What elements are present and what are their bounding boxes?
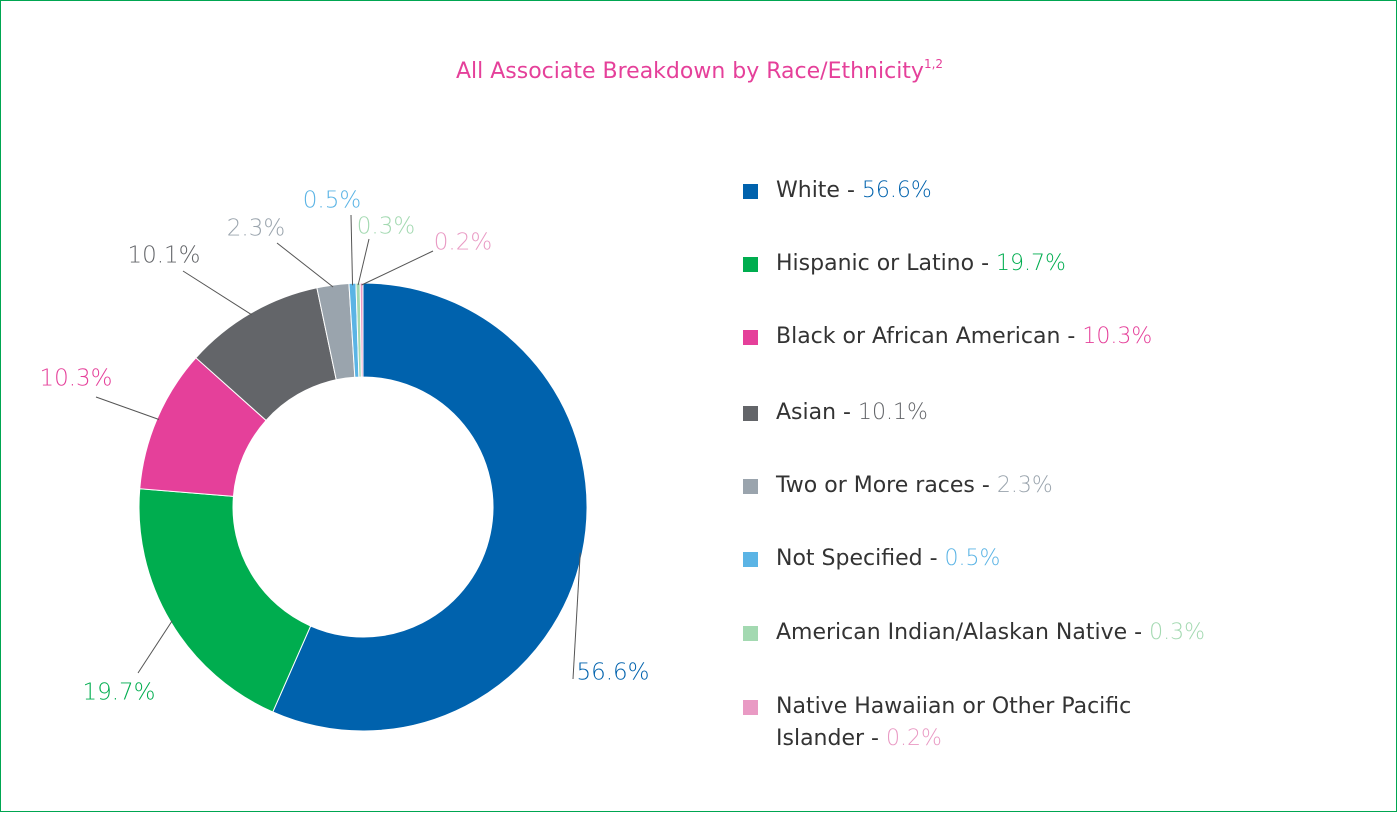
legend-swatch: [743, 406, 758, 421]
legend-item: Black or African American - 10.3%: [743, 321, 1323, 353]
legend-category: Asian: [776, 400, 837, 425]
legend-separator: -: [839, 178, 862, 203]
legend-category: Black or African American: [776, 324, 1061, 349]
legend-swatch: [743, 700, 758, 715]
legend-value: 19.7%: [996, 251, 1066, 276]
legend-category: White: [776, 178, 840, 203]
legend-swatch: [743, 552, 758, 567]
legend-text: White - 56.6%: [776, 175, 1226, 207]
legend-swatch: [743, 257, 758, 272]
legend-category: American Indian/Alaskan Native: [776, 620, 1128, 645]
legend-separator: -: [974, 251, 997, 276]
legend-text: Asian - 10.1%: [776, 397, 1226, 429]
legend-value: 56.6%: [861, 178, 932, 203]
title-text: All Associate Breakdown by Race/Ethnicit…: [455, 59, 924, 84]
leader-line: [572, 552, 581, 680]
legend-text: American Indian/Alaskan Native - 0.3%: [776, 617, 1226, 649]
legend-swatch: [743, 479, 758, 494]
legend-category: Native Hawaiian or Other Pacific Islande…: [776, 694, 1132, 751]
legend-value: 0.5%: [944, 546, 1001, 571]
legend-swatch: [743, 330, 758, 345]
legend-separator: -: [864, 726, 886, 751]
leader-line: [357, 238, 370, 286]
legend-separator: -: [836, 400, 858, 425]
legend-swatch: [743, 184, 758, 199]
donut-slice: [138, 488, 312, 713]
data-label: 56.6%: [576, 660, 649, 686]
legend-separator: -: [974, 473, 997, 498]
legend-item: White - 56.6%: [743, 175, 1323, 207]
data-label: 0.2%: [434, 230, 492, 256]
legend-text: Black or African American - 10.3%: [776, 321, 1226, 353]
leader-line: [137, 620, 173, 674]
leader-line: [350, 214, 354, 286]
legend-swatch: [743, 626, 758, 641]
legend-category: Hispanic or Latino: [776, 251, 975, 276]
legend-value: 0.2%: [885, 726, 942, 751]
legend-item: Asian - 10.1%: [743, 397, 1323, 429]
donut-slice: [272, 282, 588, 732]
data-label: 2.3%: [227, 216, 285, 242]
data-label: 10.3%: [39, 366, 112, 392]
data-label: 0.3%: [357, 214, 415, 240]
leader-line: [276, 242, 334, 288]
leader-line: [95, 396, 160, 420]
data-label: 10.1%: [127, 243, 200, 269]
legend-value: 2.3%: [996, 473, 1053, 498]
legend-value: 10.1%: [858, 400, 928, 425]
title-superscript: 1,2: [923, 57, 944, 71]
legend-category: Two or More races: [776, 473, 975, 498]
legend-category: Not Specified: [776, 546, 923, 571]
legend-text: Native Hawaiian or Other Pacific Islande…: [776, 691, 1226, 755]
legend-item: American Indian/Alaskan Native - 0.3%: [743, 617, 1323, 649]
legend-item: Hispanic or Latino - 19.7%: [743, 248, 1323, 280]
legend-item: Two or More races - 2.3%: [743, 470, 1323, 502]
leader-line: [361, 250, 434, 286]
legend-text: Not Specified - 0.5%: [776, 543, 1226, 575]
leader-line: [182, 270, 253, 316]
legend-value: 0.3%: [1149, 620, 1205, 645]
data-label: 0.5%: [303, 188, 361, 214]
legend-separator: -: [1127, 620, 1150, 645]
data-label: 19.7%: [82, 680, 155, 706]
legend-text: Hispanic or Latino - 19.7%: [776, 248, 1226, 280]
legend-item: Not Specified - 0.5%: [743, 543, 1323, 575]
legend-text: Two or More races - 2.3%: [776, 470, 1226, 502]
chart-title: All Associate Breakdown by Race/Ethnicit…: [1, 57, 1397, 84]
legend-separator: -: [1060, 324, 1083, 349]
legend-separator: -: [922, 546, 945, 571]
legend-value: 10.3%: [1082, 324, 1153, 349]
legend-item: Native Hawaiian or Other Pacific Islande…: [743, 691, 1323, 755]
donut-slice: [359, 282, 364, 378]
